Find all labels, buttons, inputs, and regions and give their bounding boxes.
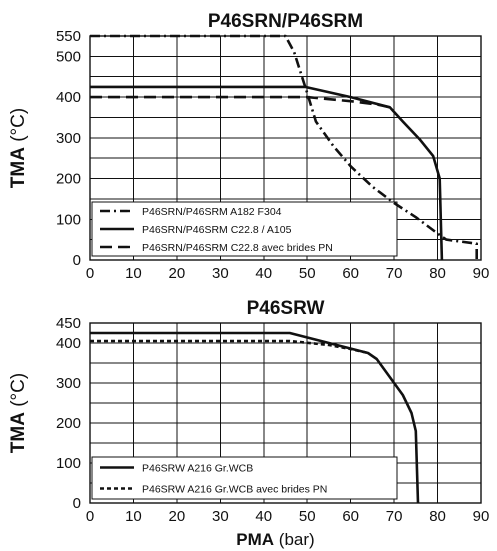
x-axis-label: PMA (bar) — [236, 530, 314, 549]
y-axis-label: TMA (°C) — [8, 373, 29, 453]
y-axis-label-main: TMA — [8, 412, 29, 453]
x-tick-label: 70 — [386, 508, 403, 525]
y-tick-label: 400 — [56, 335, 81, 352]
series-line-3 — [90, 95, 391, 109]
legend-box — [91, 456, 398, 500]
x-tick-label: 90 — [473, 265, 490, 282]
x-tick-label: 80 — [429, 265, 446, 282]
chart-panel-2: P46SRW 0 10 20 30 40 50 60 70 80 90 0 100 200 300 400 45… — [8, 298, 489, 549]
legend-entry: P46SRN/P46SRM C22.8 avec brides PN — [142, 242, 333, 254]
y-axis-label: TMA (°C) — [8, 108, 29, 188]
chart-panel-1: P46SRN/P46SRM 0 10 20 30 40 50 60 70 80 90 0 100 200 3… — [8, 11, 489, 282]
y-tick-label: 100 — [56, 211, 81, 228]
x-tick-label: 20 — [169, 265, 186, 282]
y-tick-label: 500 — [56, 48, 81, 65]
y-axis-label-unit: (°C) — [8, 373, 29, 412]
x-axis-label-main: PMA — [236, 530, 274, 549]
series-line-2 — [90, 85, 444, 261]
y-tick-label: 300 — [56, 375, 81, 392]
x-tick-label: 30 — [212, 508, 229, 525]
x-tick-label: 10 — [125, 508, 142, 525]
y-axis-label-main: TMA — [8, 147, 29, 188]
legend-box — [91, 201, 398, 257]
x-axis-label-unit: (bar) — [274, 530, 315, 549]
x-tick-label: 30 — [212, 265, 229, 282]
x-tick-label: 90 — [473, 508, 490, 525]
x-tick-label: 10 — [125, 265, 142, 282]
y-tick-label: 550 — [56, 28, 81, 45]
y-axis-label-unit: (°C) — [8, 108, 29, 147]
x-tick-label: 60 — [342, 265, 359, 282]
legend-entry: P46SRW A216 Gr.WCB — [142, 463, 253, 475]
legend-entry: P46SRW A216 Gr.WCB avec brides PN — [142, 484, 327, 496]
y-tick-label: 400 — [56, 89, 81, 106]
plot-frame — [89, 322, 482, 504]
x-tick-label: 60 — [342, 508, 359, 525]
y-tick-label: 0 — [73, 252, 81, 269]
y-tick-label: 0 — [73, 495, 81, 512]
x-tick-label: 70 — [386, 265, 403, 282]
y-tick-label: 200 — [56, 415, 81, 432]
x-tick-label: 80 — [429, 508, 446, 525]
legend-entry: P46SRN/P46SRM A182 F304 — [142, 206, 282, 218]
y-tick-label: 300 — [56, 130, 81, 147]
series-line-1 — [90, 331, 420, 504]
legend: P46SRN/P46SRM A182 F304 P46SRN/P46SRM C22… — [91, 201, 398, 257]
y-tick-label: 200 — [56, 171, 81, 188]
x-tick-label: 20 — [169, 508, 186, 525]
chart-title: P46SRW — [247, 298, 325, 319]
series-line-1 — [90, 34, 479, 260]
y-tick-label: 100 — [56, 455, 81, 472]
series-line-2 — [90, 339, 369, 355]
y-tick-label: 450 — [56, 315, 81, 332]
legend: P46SRW A216 Gr.WCB P46SRW A216 Gr.WCB ave… — [91, 456, 398, 500]
x-tick-label: 50 — [299, 508, 316, 525]
x-tick-label: 50 — [299, 265, 316, 282]
x-tick-label: 40 — [255, 508, 272, 525]
x-tick-label: 0 — [86, 265, 94, 282]
chart-title: P46SRN/P46SRM — [208, 11, 363, 32]
x-tick-label: 40 — [255, 265, 272, 282]
legend-entry: P46SRN/P46SRM C22.8 / A105 — [142, 224, 292, 236]
x-tick-label: 0 — [86, 508, 94, 525]
